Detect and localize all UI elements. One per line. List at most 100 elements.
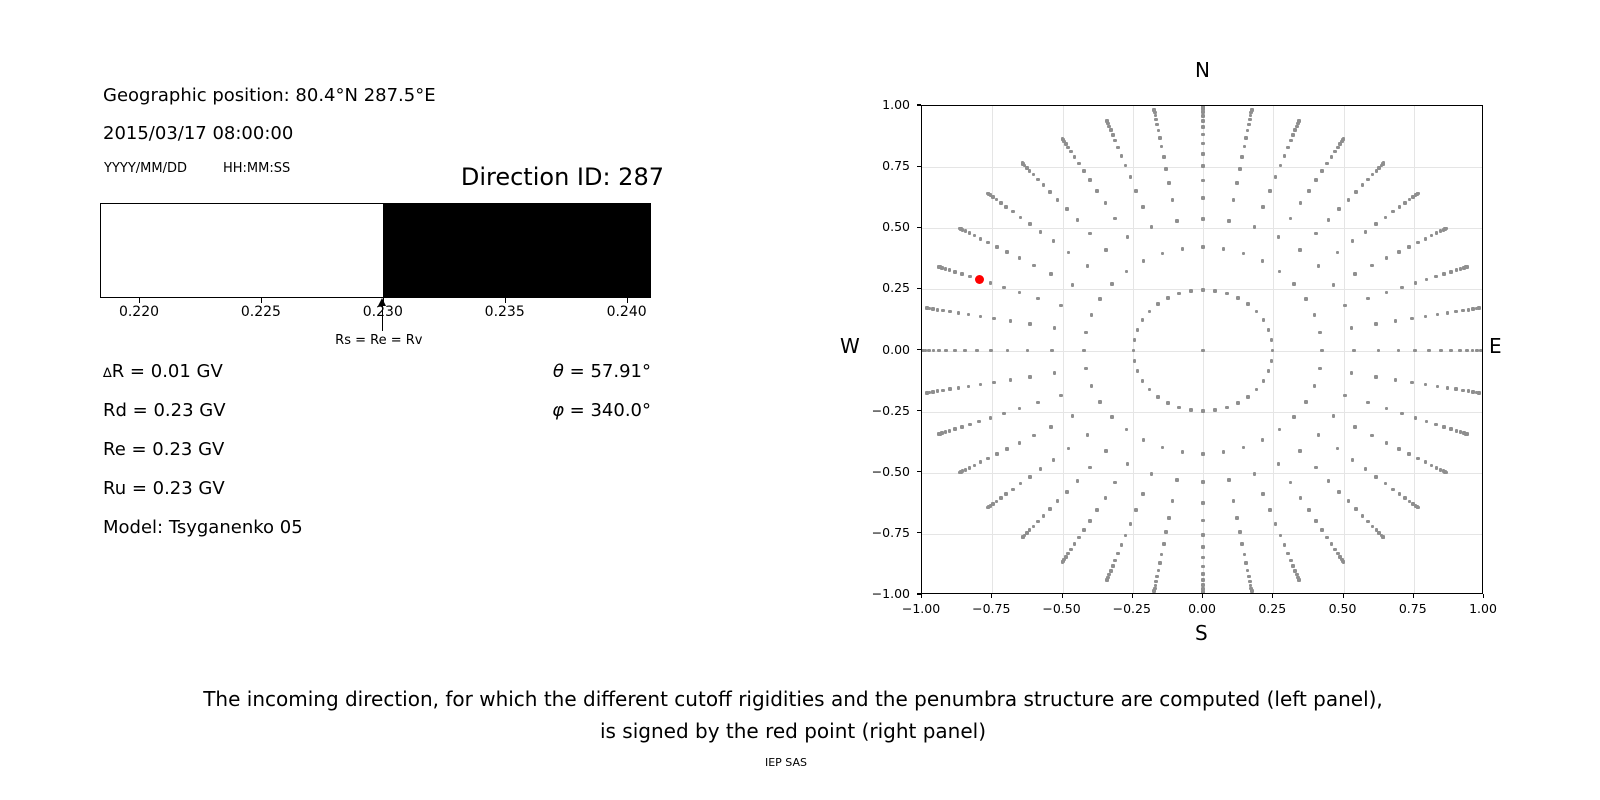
direction-dot: [995, 245, 999, 249]
direction-dot: [1261, 205, 1265, 209]
direction-dot: [960, 469, 965, 474]
x-tick: [1412, 594, 1414, 598]
direction-dot: [1313, 231, 1318, 236]
direction-dot: [1241, 445, 1246, 450]
x-tick: [1061, 594, 1063, 598]
direction-dot: [1031, 433, 1036, 438]
direction-dot: [1103, 495, 1108, 500]
direction-dot: [1177, 291, 1181, 296]
direction-dot: [1346, 198, 1351, 202]
direction-dot: [1400, 285, 1405, 290]
direction-dot: [1416, 505, 1420, 510]
direction-dot: [1005, 348, 1010, 353]
direction-dot: [1134, 508, 1138, 513]
direction-dot: [1077, 535, 1081, 540]
direction-dot: [1235, 516, 1239, 520]
direction-dot: [1352, 348, 1356, 353]
direction-dot: [1048, 190, 1052, 194]
phi-symbol: φ: [552, 400, 564, 421]
direction-dot: [1201, 572, 1205, 576]
direction-dot: [1084, 366, 1088, 371]
direction-dot: [1444, 470, 1449, 475]
direction-dot: [1221, 246, 1226, 251]
direction-dot: [943, 267, 948, 271]
direction-dot: [1125, 462, 1130, 466]
direction-dot: [1482, 349, 1483, 353]
east-label: E: [1489, 334, 1502, 358]
x-tick: [1272, 594, 1274, 598]
direction-dot: [1140, 379, 1145, 383]
direction-dot: [1075, 478, 1080, 483]
direction-dot: [1461, 388, 1465, 393]
direction-dot: [1089, 313, 1094, 317]
direction-dot: [1449, 270, 1453, 274]
direction-dot: [1304, 400, 1308, 404]
direction-dot: [1051, 239, 1056, 244]
direction-dot: [1154, 117, 1158, 122]
direction-dot: [1366, 519, 1370, 524]
direction-dot: [1024, 531, 1029, 536]
direction-dot: [1393, 378, 1398, 382]
direction-dot: [963, 229, 968, 233]
direction-dot: [1213, 408, 1217, 412]
direction-dot: [1318, 366, 1322, 371]
direction-dot: [1407, 452, 1411, 456]
direction-dot: [937, 348, 941, 353]
direction-dot: [1028, 322, 1033, 326]
direction-dot: [1106, 575, 1110, 580]
direction-dot: [1434, 274, 1439, 279]
direction-dot: [1333, 149, 1337, 154]
y-tick: [917, 104, 921, 106]
direction-dot: [1331, 414, 1336, 418]
direction-dot: [1478, 348, 1482, 353]
direction-dot: [1201, 590, 1205, 593]
direction-dot: [1180, 450, 1185, 455]
direction-dot: [1477, 391, 1482, 395]
direction-dot: [1152, 589, 1157, 593]
direction-dot: [1180, 246, 1185, 251]
direction-dot: [1384, 256, 1389, 261]
direction-dot: [1413, 415, 1418, 420]
direction-dot: [1291, 132, 1296, 137]
direction-dot: [1027, 528, 1032, 533]
direction-dot: [1201, 555, 1205, 560]
direction-dot: [1319, 348, 1324, 353]
direction-dot: [943, 430, 948, 434]
theta-symbol: θ: [552, 361, 564, 382]
direction-dot: [1465, 432, 1469, 436]
direction-dot: [1132, 359, 1137, 363]
direction-dot: [1442, 425, 1447, 429]
direction-dot: [1316, 433, 1321, 437]
direction-dot: [1240, 154, 1245, 159]
direction-dot: [1201, 452, 1205, 456]
direction-dot: [1384, 290, 1389, 295]
direction-dot: [1088, 465, 1093, 470]
direction-dot: [975, 348, 979, 353]
direction-dot: [948, 309, 952, 314]
direction-dot: [1166, 401, 1170, 405]
direction-dot: [1269, 359, 1274, 363]
direction-dot: [1082, 169, 1086, 173]
y-tick: [917, 532, 921, 534]
penumbra-tick-label: 0.240: [606, 304, 647, 320]
direction-dot: [940, 266, 944, 270]
direction-dot: [1326, 218, 1331, 223]
direction-dot: [1457, 348, 1462, 353]
direction-dot: [1105, 578, 1109, 582]
x-tick-label: −0.50: [1042, 601, 1081, 616]
direction-dot: [1170, 198, 1175, 202]
x-tick-label: 0.25: [1258, 601, 1287, 616]
y-tick: [917, 471, 921, 473]
direction-dot: [992, 380, 996, 385]
direction-dot: [989, 348, 993, 353]
direction-dot: [978, 236, 983, 241]
direction-dot: [1407, 499, 1412, 504]
direction-dot: [1149, 225, 1154, 229]
direction-dot: [944, 348, 949, 353]
direction-dot: [1320, 528, 1324, 532]
direction-dot: [1116, 551, 1120, 556]
direction-dot: [967, 422, 972, 427]
direction-dot: [986, 456, 990, 461]
gridline: [1343, 106, 1345, 593]
direction-dot: [1381, 161, 1386, 166]
